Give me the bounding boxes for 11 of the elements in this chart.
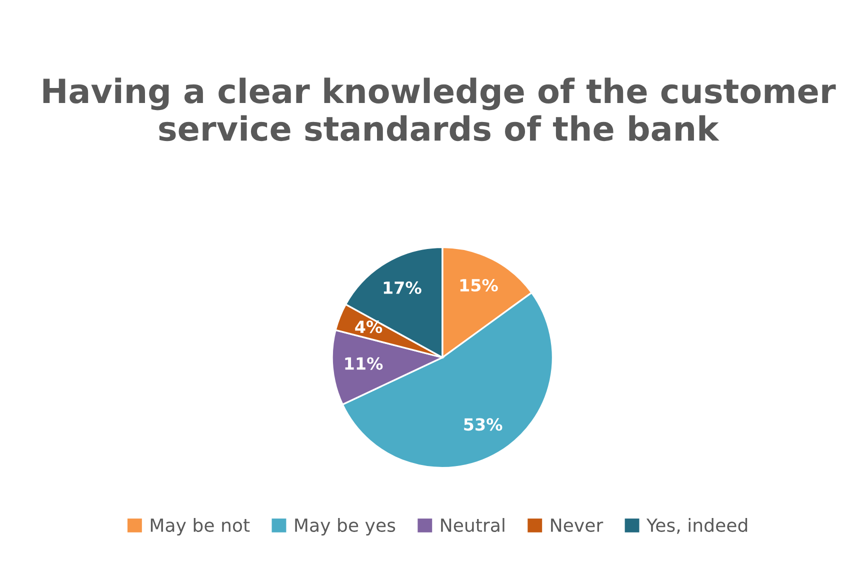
data-label: 17% <box>384 281 422 294</box>
legend-label: Neutral <box>441 518 504 532</box>
data-label: 11% <box>345 357 383 370</box>
data-label: 15% <box>460 278 498 292</box>
legend-label: Yes, indeed <box>646 518 748 534</box>
legend-label: May be not <box>150 518 250 536</box>
data-label: 53% <box>464 418 502 431</box>
chart-title: Having a clear knowledge of the customer service standards of the bank <box>43 78 836 142</box>
legend-label: May be yes <box>295 518 396 536</box>
data-label: 4% <box>355 320 382 334</box>
legend-label: Never <box>551 518 604 532</box>
